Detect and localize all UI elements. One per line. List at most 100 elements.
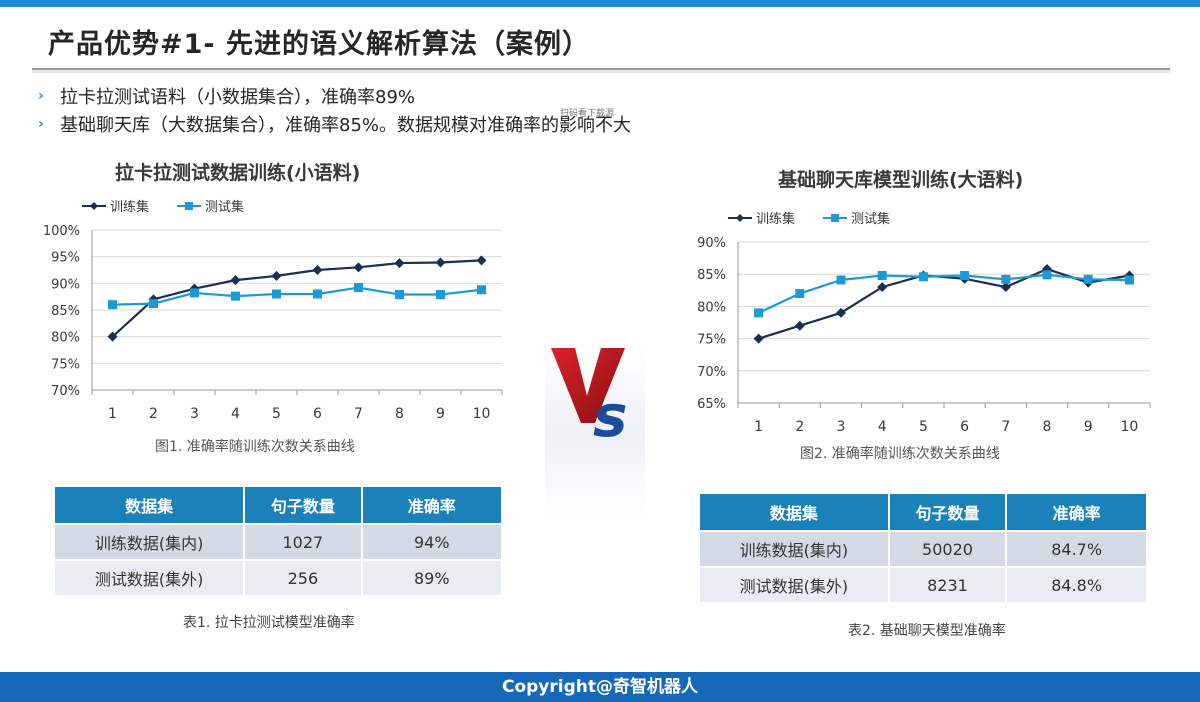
data-point-test <box>877 270 887 280</box>
chevron-right-icon: › <box>38 88 44 104</box>
table-cell: 测试数据(集外) <box>700 566 890 602</box>
data-point-test <box>836 275 846 285</box>
legend-label: 训练集 <box>756 211 795 227</box>
x-tick-label: 3 <box>190 406 199 422</box>
data-point-train <box>1000 282 1011 293</box>
data-point-test <box>354 283 363 293</box>
title-divider-shadow <box>32 70 1170 73</box>
table-header-cell: 数据集 <box>700 494 890 531</box>
data-point-test <box>190 288 199 298</box>
table-cell: 84.8% <box>1006 566 1148 602</box>
x-tick-label: 6 <box>313 406 322 422</box>
table-cell: 8231 <box>888 566 1008 602</box>
chart1-plot: 训练集 测试集 70% 75% 80% 85% 90% 95% 100% 1 2 3 4 5 6 7 8 9 10 <box>43 199 503 422</box>
table-row: 训练数据(集内) 50020 84.7% <box>700 530 1148 567</box>
data-point-train <box>1042 264 1052 275</box>
y-tick-label: 70% <box>697 365 726 380</box>
table-row: 训练数据(集内) 1027 94% <box>55 523 504 560</box>
x-tick-label: 4 <box>878 419 887 435</box>
data-point-test <box>1124 275 1134 285</box>
table-cell: 测试数据(集外) <box>55 559 246 595</box>
table2: 数据集 句子数量 准确率 训练数据(集内) 50020 84.7% 测试数据(集… <box>700 494 1148 602</box>
chart2-plot: 训练集 测试集 65% 70% 75% 80% 85% 90% 1 2 3 4 5 6 7 8 9 10 <box>697 211 1151 435</box>
x-tick-label: 6 <box>960 419 969 435</box>
x-tick-label: 10 <box>1120 419 1138 435</box>
data-point-test <box>436 290 445 300</box>
y-tick-label: 70% <box>51 384 80 399</box>
series-line-test <box>758 273 1130 314</box>
data-point-train <box>435 257 446 268</box>
title-divider <box>32 68 1170 70</box>
data-point-test <box>1001 274 1011 284</box>
y-tick-label: 95% <box>51 251 80 266</box>
data-point-train <box>107 331 118 342</box>
x-tick-label: 7 <box>354 406 363 422</box>
y-tick-label: 90% <box>51 277 80 292</box>
x-tick-label: 2 <box>149 406 158 422</box>
footer-bar: Copyright@奇智机器人 <box>0 672 1200 702</box>
table-cell: 1027 <box>244 523 363 560</box>
table-cell: 50020 <box>888 530 1008 567</box>
y-tick-label: 90% <box>697 236 726 251</box>
x-tick-label: 1 <box>754 419 763 435</box>
table-header-row: 数据集 句子数量 准确率 <box>55 487 504 524</box>
data-point-test <box>795 289 805 299</box>
y-tick-label: 65% <box>697 397 726 412</box>
y-tick-label: 80% <box>697 300 726 315</box>
legend-label: 测试集 <box>205 199 244 215</box>
data-point-test <box>1042 270 1052 280</box>
data-point-test <box>231 291 240 301</box>
table-header-cell: 句子数量 <box>244 487 363 524</box>
data-point-train <box>836 307 846 318</box>
copyright-text: Copyright@奇智机器人 <box>501 677 698 697</box>
y-tick-label: 80% <box>51 331 80 346</box>
legend-label: 训练集 <box>110 199 149 215</box>
table1: 数据集 句子数量 准确率 训练数据(集内) 1027 94% 测试数据(集外) … <box>55 487 504 595</box>
vs-logo-icon: s <box>545 348 645 518</box>
data-point-test <box>149 299 158 309</box>
bullet-text: 基础聊天库（大数据集合），准确率85%。数据规模对准确率的影响不大 <box>60 115 632 136</box>
chart1-caption: 图1. 准确率随训练次数关系曲线 <box>155 439 355 455</box>
x-tick-label: 7 <box>1001 419 1010 435</box>
data-point-test <box>1083 274 1093 284</box>
table1-caption: 表1. 拉卡拉测试模型准确率 <box>183 615 355 631</box>
chevron-right-icon: › <box>38 116 44 132</box>
y-tick-label: 85% <box>51 304 80 319</box>
data-point-train <box>877 282 888 293</box>
table-cell: 84.7% <box>1006 530 1148 567</box>
x-tick-label: 2 <box>795 419 804 435</box>
legend-marker-square <box>831 214 839 222</box>
x-tick-label: 5 <box>272 406 281 422</box>
watermark-note: 扫码看下载源 <box>560 109 615 119</box>
svg-text:s: s <box>593 382 628 450</box>
data-point-test <box>477 285 486 295</box>
data-point-train <box>312 265 323 275</box>
series-line-train <box>111 259 482 338</box>
table-cell: 94% <box>361 523 504 560</box>
x-tick-label: 8 <box>1043 419 1052 435</box>
data-point-train <box>230 275 241 286</box>
legend-label: 测试集 <box>851 211 890 227</box>
table-cell: 训练数据(集内) <box>55 523 246 560</box>
table-cell: 256 <box>244 559 363 595</box>
x-tick-label: 10 <box>473 406 491 422</box>
data-point-test <box>754 308 764 318</box>
chart2-title: 基础聊天库模型训练(大语料) <box>778 169 1024 191</box>
table-header-row: 数据集 句子数量 准确率 <box>700 494 1148 531</box>
slide-title: 产品优势#1- 先进的语义解析算法（案例） <box>48 29 591 60</box>
table-row: 测试数据(集外) 8231 84.8% <box>700 566 1148 602</box>
x-tick-label: 1 <box>108 406 117 422</box>
table-header-cell: 句子数量 <box>888 494 1008 531</box>
bullet-text: 拉卡拉测试语料（小数据集合），准确率89% <box>60 87 416 108</box>
data-point-train <box>353 262 364 273</box>
y-tick-label: 85% <box>697 268 726 283</box>
table-header-cell: 准确率 <box>1006 494 1148 531</box>
data-point-test <box>918 272 928 282</box>
chart2-caption: 图2. 准确率随训练次数关系曲线 <box>800 446 1000 462</box>
bullet-item: › 基础聊天库（大数据集合），准确率85%。数据规模对准确率的影响不大 <box>38 110 631 138</box>
x-tick-label: 4 <box>231 406 240 422</box>
y-tick-label: 100% <box>43 224 80 239</box>
data-point-test <box>960 270 970 280</box>
table-header-cell: 数据集 <box>55 487 246 524</box>
table-cell: 训练数据(集内) <box>700 530 890 567</box>
